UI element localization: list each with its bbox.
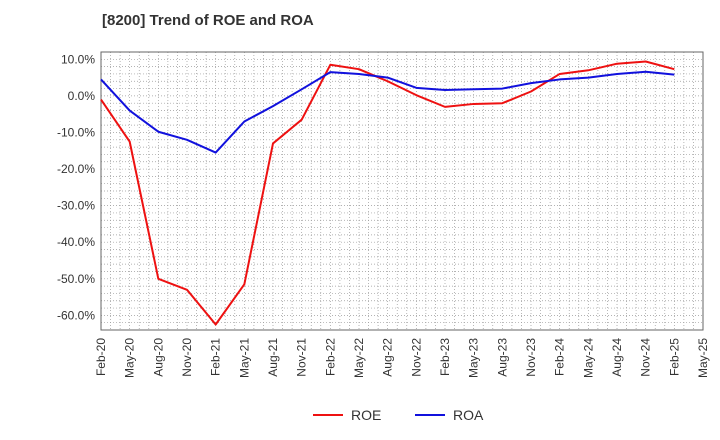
chart-title: [8200] Trend of ROE and ROA (102, 12, 314, 29)
y-tick-label: -50.0% (57, 272, 95, 286)
x-tick-label: Nov-20 (180, 338, 194, 377)
x-tick-label: May-21 (237, 338, 251, 378)
y-tick-label: -30.0% (57, 199, 95, 213)
x-tick-label: May-22 (352, 338, 366, 378)
x-tick-label: Nov-24 (639, 338, 653, 377)
x-tick-label: Aug-21 (266, 338, 280, 377)
legend-label-roe: ROE (351, 407, 381, 423)
plot-frame (100, 51, 704, 331)
x-tick-label: Aug-22 (381, 338, 395, 377)
series-line-roe (100, 60, 675, 326)
x-tick-label: May-24 (581, 338, 595, 378)
x-tick-label: May-23 (467, 338, 481, 378)
x-tick-label: Aug-23 (495, 338, 509, 377)
series-layer (100, 60, 675, 326)
x-tick-label: Aug-20 (151, 338, 165, 377)
x-axis-ticks: Feb-20 May-20 Aug-20 Nov-20 Feb-21 May-21 Aug-… (94, 338, 710, 378)
x-tick-label: Feb-23 (438, 338, 452, 376)
grid-layer (100, 51, 704, 331)
series-line-roa (100, 70, 675, 154)
legend-label-roa: ROA (453, 407, 484, 423)
x-tick-label: Feb-24 (553, 338, 567, 376)
y-axis-ticks: 10.0% 0.0% -10.0% -20.0% -30.0% -40.0% -50.0% -… (57, 52, 95, 322)
x-tick-label: Feb-21 (209, 338, 223, 376)
x-tick-label: Nov-21 (295, 338, 309, 377)
x-tick-label: May-25 (696, 338, 710, 378)
x-tick-label: Feb-25 (667, 338, 681, 376)
y-tick-label: -10.0% (57, 125, 95, 139)
x-tick-label: Aug-24 (610, 338, 624, 377)
x-tick-label: Nov-22 (409, 338, 423, 377)
y-tick-label: -40.0% (57, 235, 95, 249)
x-tick-label: Nov-23 (524, 338, 538, 377)
y-tick-label: -60.0% (57, 308, 95, 322)
x-tick-label: May-20 (123, 338, 137, 378)
y-tick-label: 0.0% (68, 89, 96, 103)
y-tick-label: -20.0% (57, 162, 95, 176)
x-tick-label: Feb-22 (323, 338, 337, 376)
legend: ROE ROA (313, 407, 484, 423)
y-tick-label: 10.0% (61, 52, 95, 66)
x-tick-label: Feb-20 (94, 338, 108, 376)
